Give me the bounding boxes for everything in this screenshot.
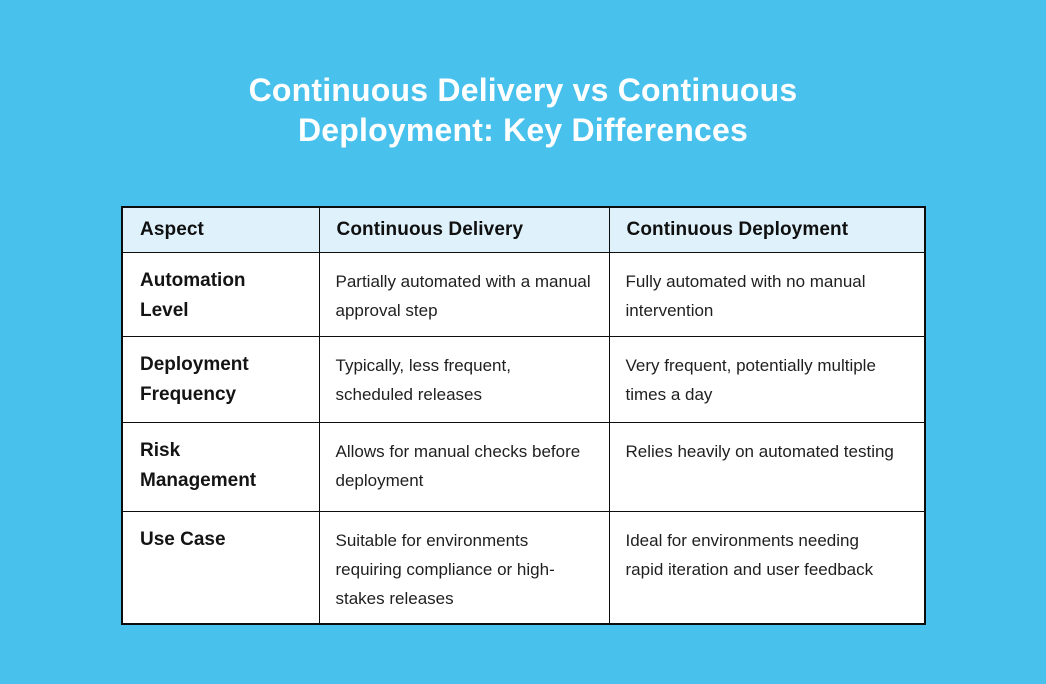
aspect-label: Use Case bbox=[140, 528, 226, 550]
comparison-table: Aspect Continuous Delivery Continuous De… bbox=[121, 206, 926, 625]
delivery-cell: Allows for manual checks before deployme… bbox=[318, 421, 610, 512]
aspect-cell-automation-level: Automation Level bbox=[121, 251, 320, 337]
table-row: Automation Level Partially automated wit… bbox=[121, 251, 926, 337]
table-row: Risk Management Allows for manual checks… bbox=[121, 421, 926, 512]
aspect-label: Deployment Frequency bbox=[140, 353, 249, 405]
page-title: Continuous Delivery vs Continuous Deploy… bbox=[0, 70, 1046, 150]
page-title-line-1: Continuous Delivery vs Continuous bbox=[248, 72, 798, 108]
deployment-cell: Very frequent, potentially multiple time… bbox=[608, 335, 926, 423]
aspect-cell-use-case: Use Case bbox=[121, 510, 320, 624]
aspect-label: Risk Management bbox=[140, 439, 257, 491]
deployment-cell: Fully automated with no manual intervent… bbox=[608, 251, 926, 337]
table-header: Aspect Continuous Delivery Continuous De… bbox=[121, 206, 926, 253]
page-title-line-2: Deployment: Key Differences bbox=[298, 112, 748, 148]
aspect-label: Automation Level bbox=[140, 269, 246, 321]
table-body: Automation Level Partially automated wit… bbox=[121, 251, 926, 624]
deployment-cell: Relies heavily on automated testing bbox=[608, 421, 926, 512]
column-header-continuous-delivery: Continuous Delivery bbox=[318, 206, 610, 253]
aspect-cell-deployment-frequency: Deployment Frequency bbox=[121, 335, 320, 423]
column-header-continuous-deployment: Continuous Deployment bbox=[608, 206, 926, 253]
table-row: Use Case Suitable for environments requi… bbox=[121, 510, 926, 624]
deployment-cell: Ideal for environments needing rapid ite… bbox=[608, 510, 926, 624]
delivery-cell: Suitable for environments requiring comp… bbox=[318, 510, 610, 624]
table-header-row: Aspect Continuous Delivery Continuous De… bbox=[121, 206, 926, 253]
aspect-cell-risk-management: Risk Management bbox=[121, 421, 320, 512]
table-row: Deployment Frequency Typically, less fre… bbox=[121, 335, 926, 423]
delivery-cell: Typically, less frequent, scheduled rele… bbox=[318, 335, 610, 423]
column-header-aspect: Aspect bbox=[121, 206, 320, 253]
delivery-cell: Partially automated with a manual approv… bbox=[318, 251, 610, 337]
